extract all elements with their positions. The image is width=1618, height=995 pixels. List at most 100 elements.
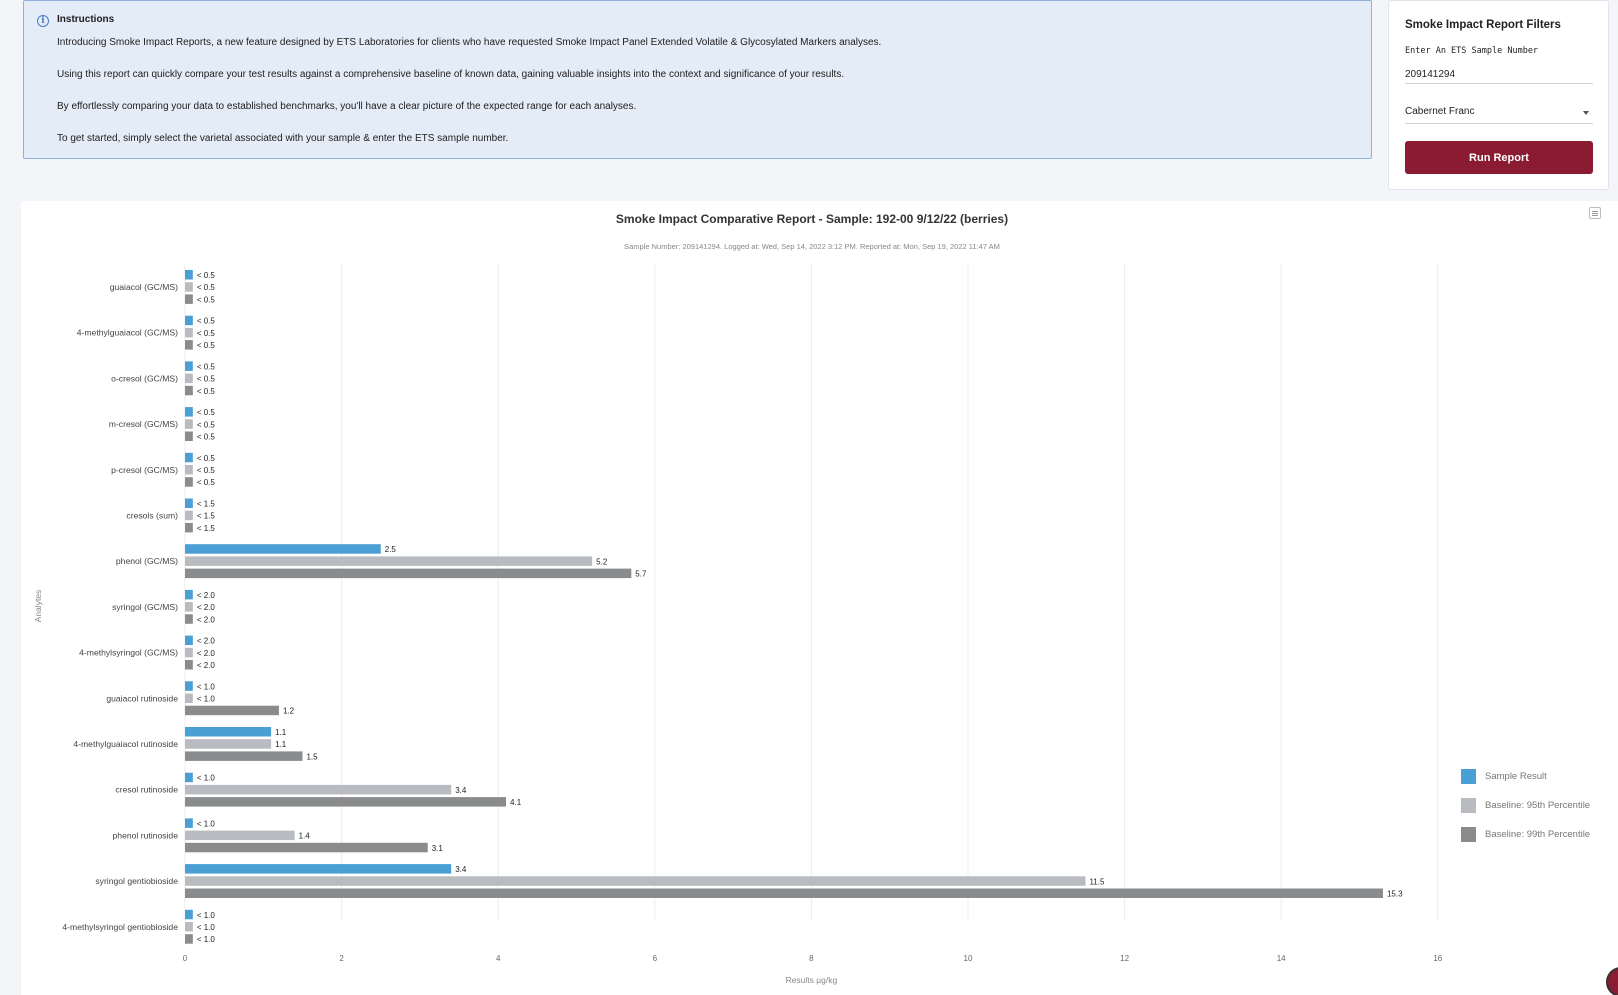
x-axis-title: Results µg/kg xyxy=(786,975,838,985)
x-tick-label: 6 xyxy=(653,954,658,963)
bar xyxy=(185,282,193,292)
bar xyxy=(185,876,1086,886)
bar xyxy=(185,693,193,703)
data-label: < 0.5 xyxy=(197,375,216,384)
x-tick-label: 10 xyxy=(964,954,973,963)
bar xyxy=(185,452,193,463)
category-label: 4-methylguaiacol rutinoside xyxy=(73,739,178,749)
varietal-select[interactable]: Cabernet Franc xyxy=(1405,103,1593,124)
data-label: < 0.5 xyxy=(197,362,216,371)
data-label: < 2.0 xyxy=(197,649,216,658)
category-label: m-cresol (GC/MS) xyxy=(109,419,178,429)
data-label: < 1.5 xyxy=(197,524,216,533)
data-label: 5.2 xyxy=(596,557,608,566)
bar xyxy=(185,739,272,749)
bar xyxy=(185,589,193,600)
bar xyxy=(185,477,193,487)
bar xyxy=(185,373,193,384)
bar xyxy=(185,419,193,429)
legend-swatch xyxy=(1461,769,1476,784)
bar xyxy=(185,614,193,624)
data-label: < 1.5 xyxy=(197,500,216,509)
bar xyxy=(185,431,193,441)
x-tick-label: 14 xyxy=(1277,954,1286,963)
bar xyxy=(185,315,193,326)
data-label: 1.5 xyxy=(306,752,318,761)
bar xyxy=(185,327,193,338)
bar xyxy=(185,568,632,579)
data-label: < 0.5 xyxy=(197,420,216,429)
chevron-down-icon xyxy=(1583,111,1589,115)
bar xyxy=(185,556,593,566)
x-tick-label: 8 xyxy=(809,954,814,963)
data-label: < 2.0 xyxy=(197,603,216,612)
bar xyxy=(185,888,1383,898)
report-filters-panel: Smoke Impact Report Filters Enter An ETS… xyxy=(1388,0,1609,190)
data-label: < 1.0 xyxy=(197,935,216,944)
bar xyxy=(185,772,193,783)
bar xyxy=(185,797,507,807)
bar-chart: 0 2 4 6 8 10 12 14 16 Results µg/kg Analytes guaiac… xyxy=(33,263,1443,985)
y-axis-title: Analytes xyxy=(33,590,43,623)
category-label: 4-methylsyringol gentiobioside xyxy=(62,922,178,932)
category-label: guaiacol rutinoside xyxy=(106,693,178,703)
category-label: p-cresol (GC/MS) xyxy=(111,465,178,475)
category-label: cresol rutinoside xyxy=(115,785,178,795)
data-label: < 1.5 xyxy=(197,512,216,521)
bar xyxy=(185,909,193,920)
chart-subtitle: Sample Number: 209141294. Logged at: Wed… xyxy=(624,242,1000,251)
bar xyxy=(185,635,193,646)
category-label: syringol gentiobioside xyxy=(95,876,178,886)
x-tick-label: 12 xyxy=(1120,954,1129,963)
bar xyxy=(185,465,193,475)
instructions-paragraph: Introducing Smoke Impact Reports, a new … xyxy=(57,37,882,48)
data-label: < 0.5 xyxy=(197,466,216,475)
data-label: 1.4 xyxy=(299,832,311,841)
x-tick-label: 16 xyxy=(1433,954,1442,963)
bar xyxy=(185,864,452,874)
data-label: < 1.0 xyxy=(197,682,216,691)
data-label: < 0.5 xyxy=(197,387,216,396)
x-tick-label: 0 xyxy=(183,954,188,963)
bar xyxy=(185,510,193,521)
bar xyxy=(185,660,193,670)
data-label: < 0.5 xyxy=(197,317,216,326)
category-label: phenol rutinoside xyxy=(113,830,179,840)
chart-title: Smoke Impact Comparative Report - Sample… xyxy=(615,212,1009,226)
data-label: < 2.0 xyxy=(197,591,216,600)
data-label: 3.4 xyxy=(455,865,467,874)
bar xyxy=(185,784,452,795)
bar xyxy=(185,498,193,508)
data-label: < 0.5 xyxy=(197,329,216,338)
chart-menu-icon[interactable] xyxy=(1589,207,1601,219)
data-label: 11.5 xyxy=(1089,877,1105,886)
info-icon: i xyxy=(37,15,49,27)
data-label: 15.3 xyxy=(1387,890,1403,899)
legend-swatch xyxy=(1461,798,1476,813)
bar xyxy=(185,522,193,533)
category-label: 4-methylguaiacol (GC/MS) xyxy=(77,328,178,338)
data-label: < 0.5 xyxy=(197,295,216,304)
legend-label: Sample Result xyxy=(1485,771,1547,782)
instructions-paragraph: To get started, simply select the variet… xyxy=(57,133,509,144)
data-label: 4.1 xyxy=(510,798,522,807)
bar xyxy=(185,681,193,691)
data-label: < 2.0 xyxy=(197,637,216,646)
bar xyxy=(185,407,193,417)
data-label: < 0.5 xyxy=(197,478,216,487)
instructions-title: Instructions xyxy=(57,14,115,25)
bar xyxy=(185,647,193,658)
data-label: 1.2 xyxy=(283,707,295,716)
data-label: 3.4 xyxy=(455,786,467,795)
bar xyxy=(185,830,295,841)
data-label: < 2.0 xyxy=(197,615,216,624)
data-label: 5.7 xyxy=(635,570,647,579)
bar xyxy=(185,818,193,828)
instructions-paragraph: Using this report can quickly compare yo… xyxy=(57,69,845,80)
data-label: 2.5 xyxy=(385,545,397,554)
category-label: guaiacol (GC/MS) xyxy=(110,282,178,292)
bar xyxy=(185,544,381,554)
sample-number-input[interactable] xyxy=(1405,65,1593,84)
run-report-button[interactable]: Run Report xyxy=(1405,141,1593,174)
category-label: cresols (sum) xyxy=(126,510,178,520)
